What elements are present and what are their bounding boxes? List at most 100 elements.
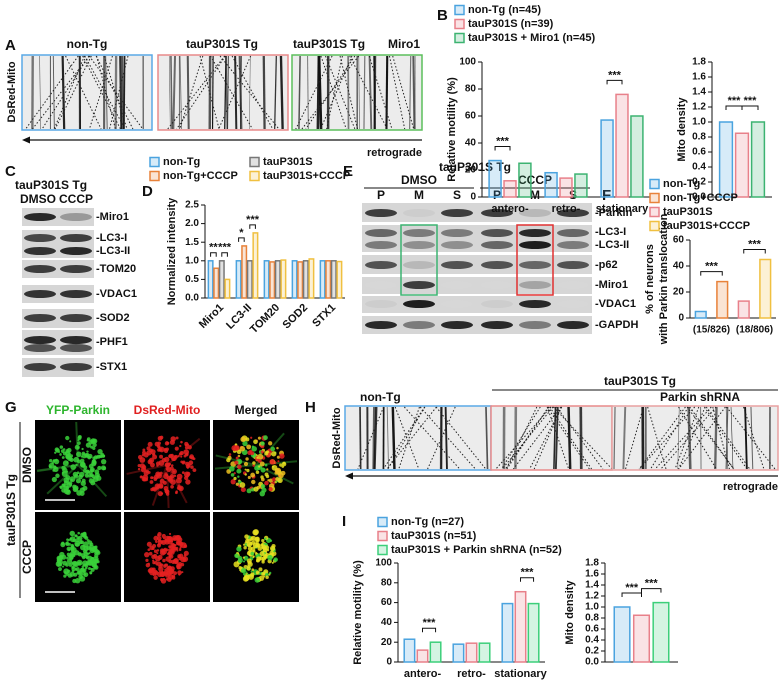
blot-band xyxy=(557,261,589,269)
legend-swatch xyxy=(649,206,660,218)
mito-dot xyxy=(81,451,85,455)
mito-dot xyxy=(276,446,279,450)
mito-dot xyxy=(269,459,275,465)
sig-bracket xyxy=(641,588,662,593)
sig-bracket xyxy=(520,577,535,582)
mito-dot xyxy=(100,465,106,471)
mito-dot xyxy=(168,554,172,558)
arrow-head xyxy=(345,472,353,480)
legend-label: tauP301S xyxy=(263,156,313,168)
y-tick-label: 100 xyxy=(459,57,476,68)
mito-dot xyxy=(73,572,78,577)
mito-dot xyxy=(251,568,255,572)
blot-band xyxy=(24,247,56,255)
bar xyxy=(574,173,588,198)
y-tick-label: 100 xyxy=(375,558,392,569)
mito-dot xyxy=(69,550,76,557)
kymo-track xyxy=(54,55,92,130)
y-tick-label: 1.2 xyxy=(692,102,706,113)
kymo-track xyxy=(579,406,583,470)
blot-band xyxy=(60,265,92,273)
kymo-track xyxy=(533,406,563,470)
arrow-head xyxy=(22,136,30,144)
mito-dot xyxy=(75,542,80,547)
mito-dot xyxy=(163,569,169,575)
blot-band xyxy=(365,300,397,308)
mito-dot xyxy=(97,465,102,471)
mito-dot xyxy=(65,475,71,480)
mito-dot xyxy=(92,476,99,483)
mito-dot xyxy=(177,455,180,458)
mito-dot xyxy=(80,462,86,468)
bar xyxy=(319,260,326,299)
sig-label: * xyxy=(239,227,244,239)
y-tick-label: 1.6 xyxy=(692,72,706,83)
mito-dot xyxy=(97,448,103,455)
mito-dot xyxy=(168,559,173,564)
mito-dot xyxy=(260,450,264,454)
mito-dot xyxy=(176,473,183,480)
panel-letter: E xyxy=(343,163,353,180)
mito-dot xyxy=(256,556,262,562)
mito-dot xyxy=(250,546,256,552)
mito-dot xyxy=(147,548,151,552)
mito-dot xyxy=(75,478,82,484)
bar xyxy=(488,159,502,198)
y-tick-label: 40 xyxy=(381,617,393,628)
kymo-track xyxy=(647,406,667,470)
bar xyxy=(613,606,631,663)
bar xyxy=(274,260,281,299)
y-tick-label: 0.8 xyxy=(585,613,599,624)
label: CCCP xyxy=(518,173,552,187)
kymograph xyxy=(21,54,153,131)
y-tick-label: 1.2 xyxy=(585,591,599,602)
label: -Miro1 xyxy=(96,211,129,223)
sig-label: *** xyxy=(645,578,659,590)
sig-bracket xyxy=(238,237,245,242)
mito-dot xyxy=(157,571,163,578)
kymo-track xyxy=(553,406,557,470)
axis-label: Relative motility (%) xyxy=(352,560,364,665)
mito-dot xyxy=(74,534,78,538)
kymo-track xyxy=(359,406,362,470)
kymo-track xyxy=(677,406,680,470)
mito-dot xyxy=(76,536,80,540)
label: P xyxy=(493,188,501,202)
mito-dot xyxy=(142,450,146,455)
legend-swatch xyxy=(649,178,660,190)
kymo-track xyxy=(687,406,692,470)
mito-dot xyxy=(264,480,269,486)
legend-label: tauP301S+CCCP xyxy=(263,170,350,182)
mito-dot xyxy=(157,448,161,452)
mito-dot xyxy=(65,563,69,567)
y-tick-label: 0.6 xyxy=(585,624,599,635)
mito-dot xyxy=(65,454,71,460)
mito-dot xyxy=(83,551,89,557)
label: DMSO xyxy=(20,192,56,206)
mito-dot xyxy=(161,533,166,539)
mito-dot xyxy=(252,542,259,549)
mito-dot xyxy=(237,475,240,478)
kymo-track xyxy=(317,55,323,130)
mito-dot xyxy=(61,488,66,493)
kymo-track xyxy=(88,55,144,130)
mito-dot xyxy=(258,465,261,468)
mito-dot xyxy=(180,440,183,444)
mito-dot xyxy=(261,539,265,543)
bar xyxy=(269,261,276,299)
mito-dot xyxy=(151,476,154,479)
kymo-track xyxy=(412,55,416,130)
mito-dot xyxy=(276,455,280,459)
mito-dot xyxy=(152,544,157,548)
legend-label: tauP301S (n=39) xyxy=(468,18,554,30)
mito-dot xyxy=(62,565,65,568)
kymo-track xyxy=(88,55,113,130)
x-tick-label: Miro1 xyxy=(197,302,226,331)
label: retrograde xyxy=(723,481,778,493)
mito-dot xyxy=(84,473,89,478)
blot-band xyxy=(403,281,435,289)
mito-dot xyxy=(271,451,277,457)
mito-dot xyxy=(88,439,94,445)
axis-label: DsRed-Mito xyxy=(331,407,343,468)
mito-dot xyxy=(158,460,165,466)
